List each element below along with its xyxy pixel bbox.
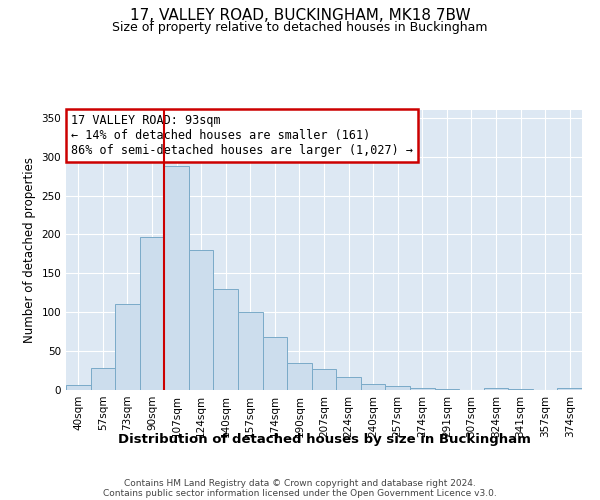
Text: Size of property relative to detached houses in Buckingham: Size of property relative to detached ho… <box>112 21 488 34</box>
Text: 17, VALLEY ROAD, BUCKINGHAM, MK18 7BW: 17, VALLEY ROAD, BUCKINGHAM, MK18 7BW <box>130 8 470 22</box>
Bar <box>336 377 361 390</box>
Bar <box>214 289 238 390</box>
Bar <box>189 250 214 390</box>
Text: 17 VALLEY ROAD: 93sqm
← 14% of detached houses are smaller (161)
86% of semi-det: 17 VALLEY ROAD: 93sqm ← 14% of detached … <box>71 114 413 157</box>
Bar <box>238 312 263 390</box>
Text: Distribution of detached houses by size in Buckingham: Distribution of detached houses by size … <box>118 432 530 446</box>
Bar <box>508 389 533 390</box>
Bar <box>263 337 287 390</box>
Bar <box>312 369 336 390</box>
Bar <box>385 386 410 390</box>
Text: Contains HM Land Registry data © Crown copyright and database right 2024.: Contains HM Land Registry data © Crown c… <box>124 478 476 488</box>
Bar <box>115 304 140 390</box>
Bar <box>164 166 189 390</box>
Bar <box>140 237 164 390</box>
Bar <box>361 384 385 390</box>
Bar <box>287 363 312 390</box>
Bar <box>410 388 434 390</box>
Bar <box>557 388 582 390</box>
Bar <box>484 388 508 390</box>
Bar <box>66 384 91 390</box>
Bar <box>91 368 115 390</box>
Bar <box>434 389 459 390</box>
Y-axis label: Number of detached properties: Number of detached properties <box>23 157 36 343</box>
Text: Contains public sector information licensed under the Open Government Licence v3: Contains public sector information licen… <box>103 488 497 498</box>
